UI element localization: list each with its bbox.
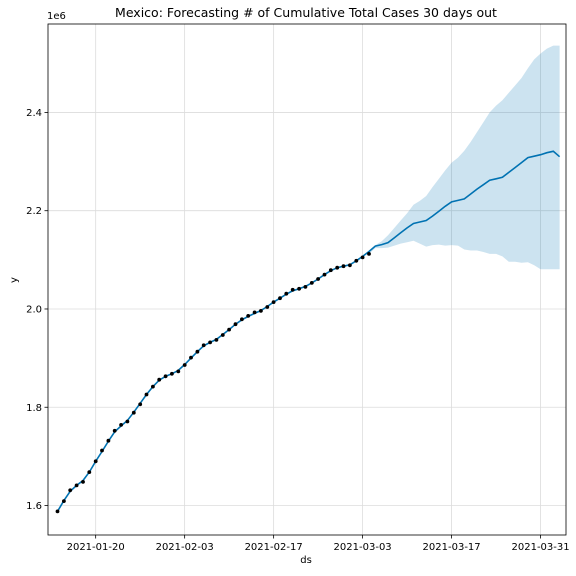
observed-point bbox=[112, 428, 117, 433]
grid-lines bbox=[48, 24, 566, 535]
observed-point bbox=[252, 310, 257, 315]
observed-point bbox=[106, 438, 111, 443]
plot-frame bbox=[47, 23, 567, 536]
observed-point bbox=[68, 488, 73, 493]
observed-point bbox=[131, 410, 136, 415]
observed-point bbox=[170, 371, 174, 376]
y-tick-label: 1.8 bbox=[26, 403, 42, 414]
observed-point bbox=[176, 369, 181, 374]
observed-point bbox=[297, 286, 301, 291]
observed-point bbox=[240, 317, 244, 322]
observed-point bbox=[341, 264, 346, 269]
forecast-line bbox=[56, 150, 561, 512]
observed-point bbox=[360, 255, 365, 260]
observed-points bbox=[55, 252, 371, 514]
observed-point bbox=[322, 272, 327, 277]
observed-point bbox=[201, 343, 206, 348]
observed-point bbox=[119, 423, 123, 427]
observed-point bbox=[182, 363, 187, 367]
observed-point bbox=[290, 287, 295, 292]
x-axis-ticks: 2021-01-20 2021-02-03 2021-02-17 2021-03-03… bbox=[67, 535, 570, 553]
y-tick-label: 2.2 bbox=[26, 206, 42, 217]
observed-point bbox=[93, 459, 98, 464]
observed-point bbox=[265, 305, 270, 309]
observed-point bbox=[144, 392, 149, 397]
y-tick-label: 2.4 bbox=[26, 108, 42, 119]
observed-point bbox=[303, 285, 308, 289]
observed-point bbox=[208, 340, 213, 345]
y-axis-label: y bbox=[9, 277, 20, 283]
observed-point bbox=[195, 349, 200, 354]
observed-point bbox=[309, 281, 314, 285]
observed-point bbox=[348, 263, 352, 268]
observed-point bbox=[233, 322, 238, 327]
observed-point bbox=[138, 402, 143, 407]
x-tick-label: 2021-03-17 bbox=[423, 542, 481, 553]
observed-point bbox=[55, 509, 60, 514]
observed-point bbox=[74, 483, 79, 488]
observed-point bbox=[271, 300, 276, 304]
x-tick-label: 2021-02-03 bbox=[156, 542, 214, 553]
observed-point bbox=[214, 338, 219, 342]
observed-point bbox=[100, 448, 104, 453]
y-tick-label: 1.6 bbox=[26, 501, 42, 512]
observed-point bbox=[367, 252, 371, 256]
x-tick-label: 2021-02-17 bbox=[245, 542, 303, 553]
observed-point bbox=[62, 499, 66, 503]
observed-point bbox=[335, 265, 340, 270]
observed-point bbox=[316, 277, 320, 281]
observed-point bbox=[189, 355, 193, 360]
observed-point bbox=[328, 268, 333, 273]
y-axis-ticks: 1.6 1.8 2.0 2.2 2.4 bbox=[26, 108, 48, 512]
observed-point bbox=[81, 480, 85, 484]
observed-point bbox=[284, 291, 289, 296]
chart-title: Mexico: Forecasting # of Cumulative Tota… bbox=[115, 5, 497, 20]
uncertainty-band bbox=[369, 45, 560, 270]
observed-point bbox=[163, 374, 168, 379]
x-tick-label: 2021-03-31 bbox=[512, 542, 570, 553]
observed-point bbox=[259, 309, 263, 313]
y-tick-label: 2.0 bbox=[26, 304, 42, 315]
uncertainty-band-area bbox=[369, 45, 560, 270]
x-tick-label: 2021-03-03 bbox=[334, 542, 392, 553]
observed-point bbox=[354, 258, 359, 263]
observed-point bbox=[227, 327, 232, 332]
observed-point bbox=[151, 384, 155, 389]
observed-point bbox=[157, 377, 162, 382]
observed-point bbox=[125, 419, 130, 424]
observed-point bbox=[246, 314, 251, 318]
observed-point bbox=[87, 470, 92, 474]
x-tick-label: 2021-01-20 bbox=[67, 542, 125, 553]
y-scale-label: 1e6 bbox=[47, 11, 66, 22]
observed-point bbox=[278, 296, 282, 301]
observed-point bbox=[220, 333, 225, 337]
x-axis-label: ds bbox=[300, 555, 312, 566]
forecast-series-line bbox=[56, 150, 561, 512]
